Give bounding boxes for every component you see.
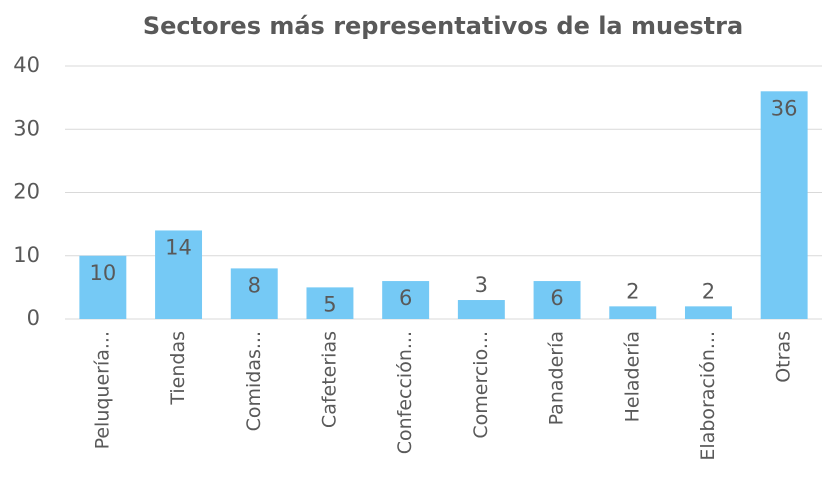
data-label: 8 bbox=[248, 273, 261, 297]
y-tick-label: 40 bbox=[13, 53, 40, 77]
bar bbox=[79, 255, 127, 319]
bar bbox=[382, 281, 430, 319]
y-tick-label: 0 bbox=[27, 306, 40, 330]
data-label: 14 bbox=[165, 235, 192, 259]
bar bbox=[533, 281, 581, 319]
data-label: 3 bbox=[475, 273, 488, 297]
bar bbox=[760, 91, 808, 319]
x-tick-label: Elaboración... bbox=[697, 331, 719, 461]
bar bbox=[609, 306, 657, 319]
bar bbox=[457, 300, 505, 319]
x-tick-label: Peluquería... bbox=[91, 331, 113, 449]
data-label: 5 bbox=[323, 292, 336, 316]
bar bbox=[684, 306, 732, 319]
x-tick-label: Tiendas bbox=[167, 331, 189, 406]
x-tick-label: Cafeterias bbox=[318, 331, 340, 428]
bar bbox=[306, 287, 354, 319]
y-tick-label: 30 bbox=[13, 116, 40, 140]
bar bbox=[230, 268, 278, 319]
bar bbox=[155, 230, 203, 319]
data-label: 2 bbox=[626, 279, 639, 303]
chart-title: Sectores más representativos de la muest… bbox=[143, 12, 743, 40]
x-tick-label: Comercio... bbox=[470, 331, 492, 439]
data-label: 6 bbox=[550, 286, 563, 310]
x-tick-label: Panadería bbox=[546, 331, 568, 425]
data-label: 36 bbox=[771, 96, 798, 120]
x-tick-label: Otras bbox=[773, 331, 795, 383]
y-tick-label: 20 bbox=[13, 180, 40, 204]
data-label: 10 bbox=[89, 261, 116, 285]
data-label: 2 bbox=[702, 279, 715, 303]
x-tick-label: Confección... bbox=[394, 331, 416, 454]
y-tick-label: 10 bbox=[13, 243, 40, 267]
x-tick-label: Heladería bbox=[621, 331, 643, 422]
data-label: 6 bbox=[399, 286, 412, 310]
x-tick-label: Comidas... bbox=[243, 331, 265, 431]
